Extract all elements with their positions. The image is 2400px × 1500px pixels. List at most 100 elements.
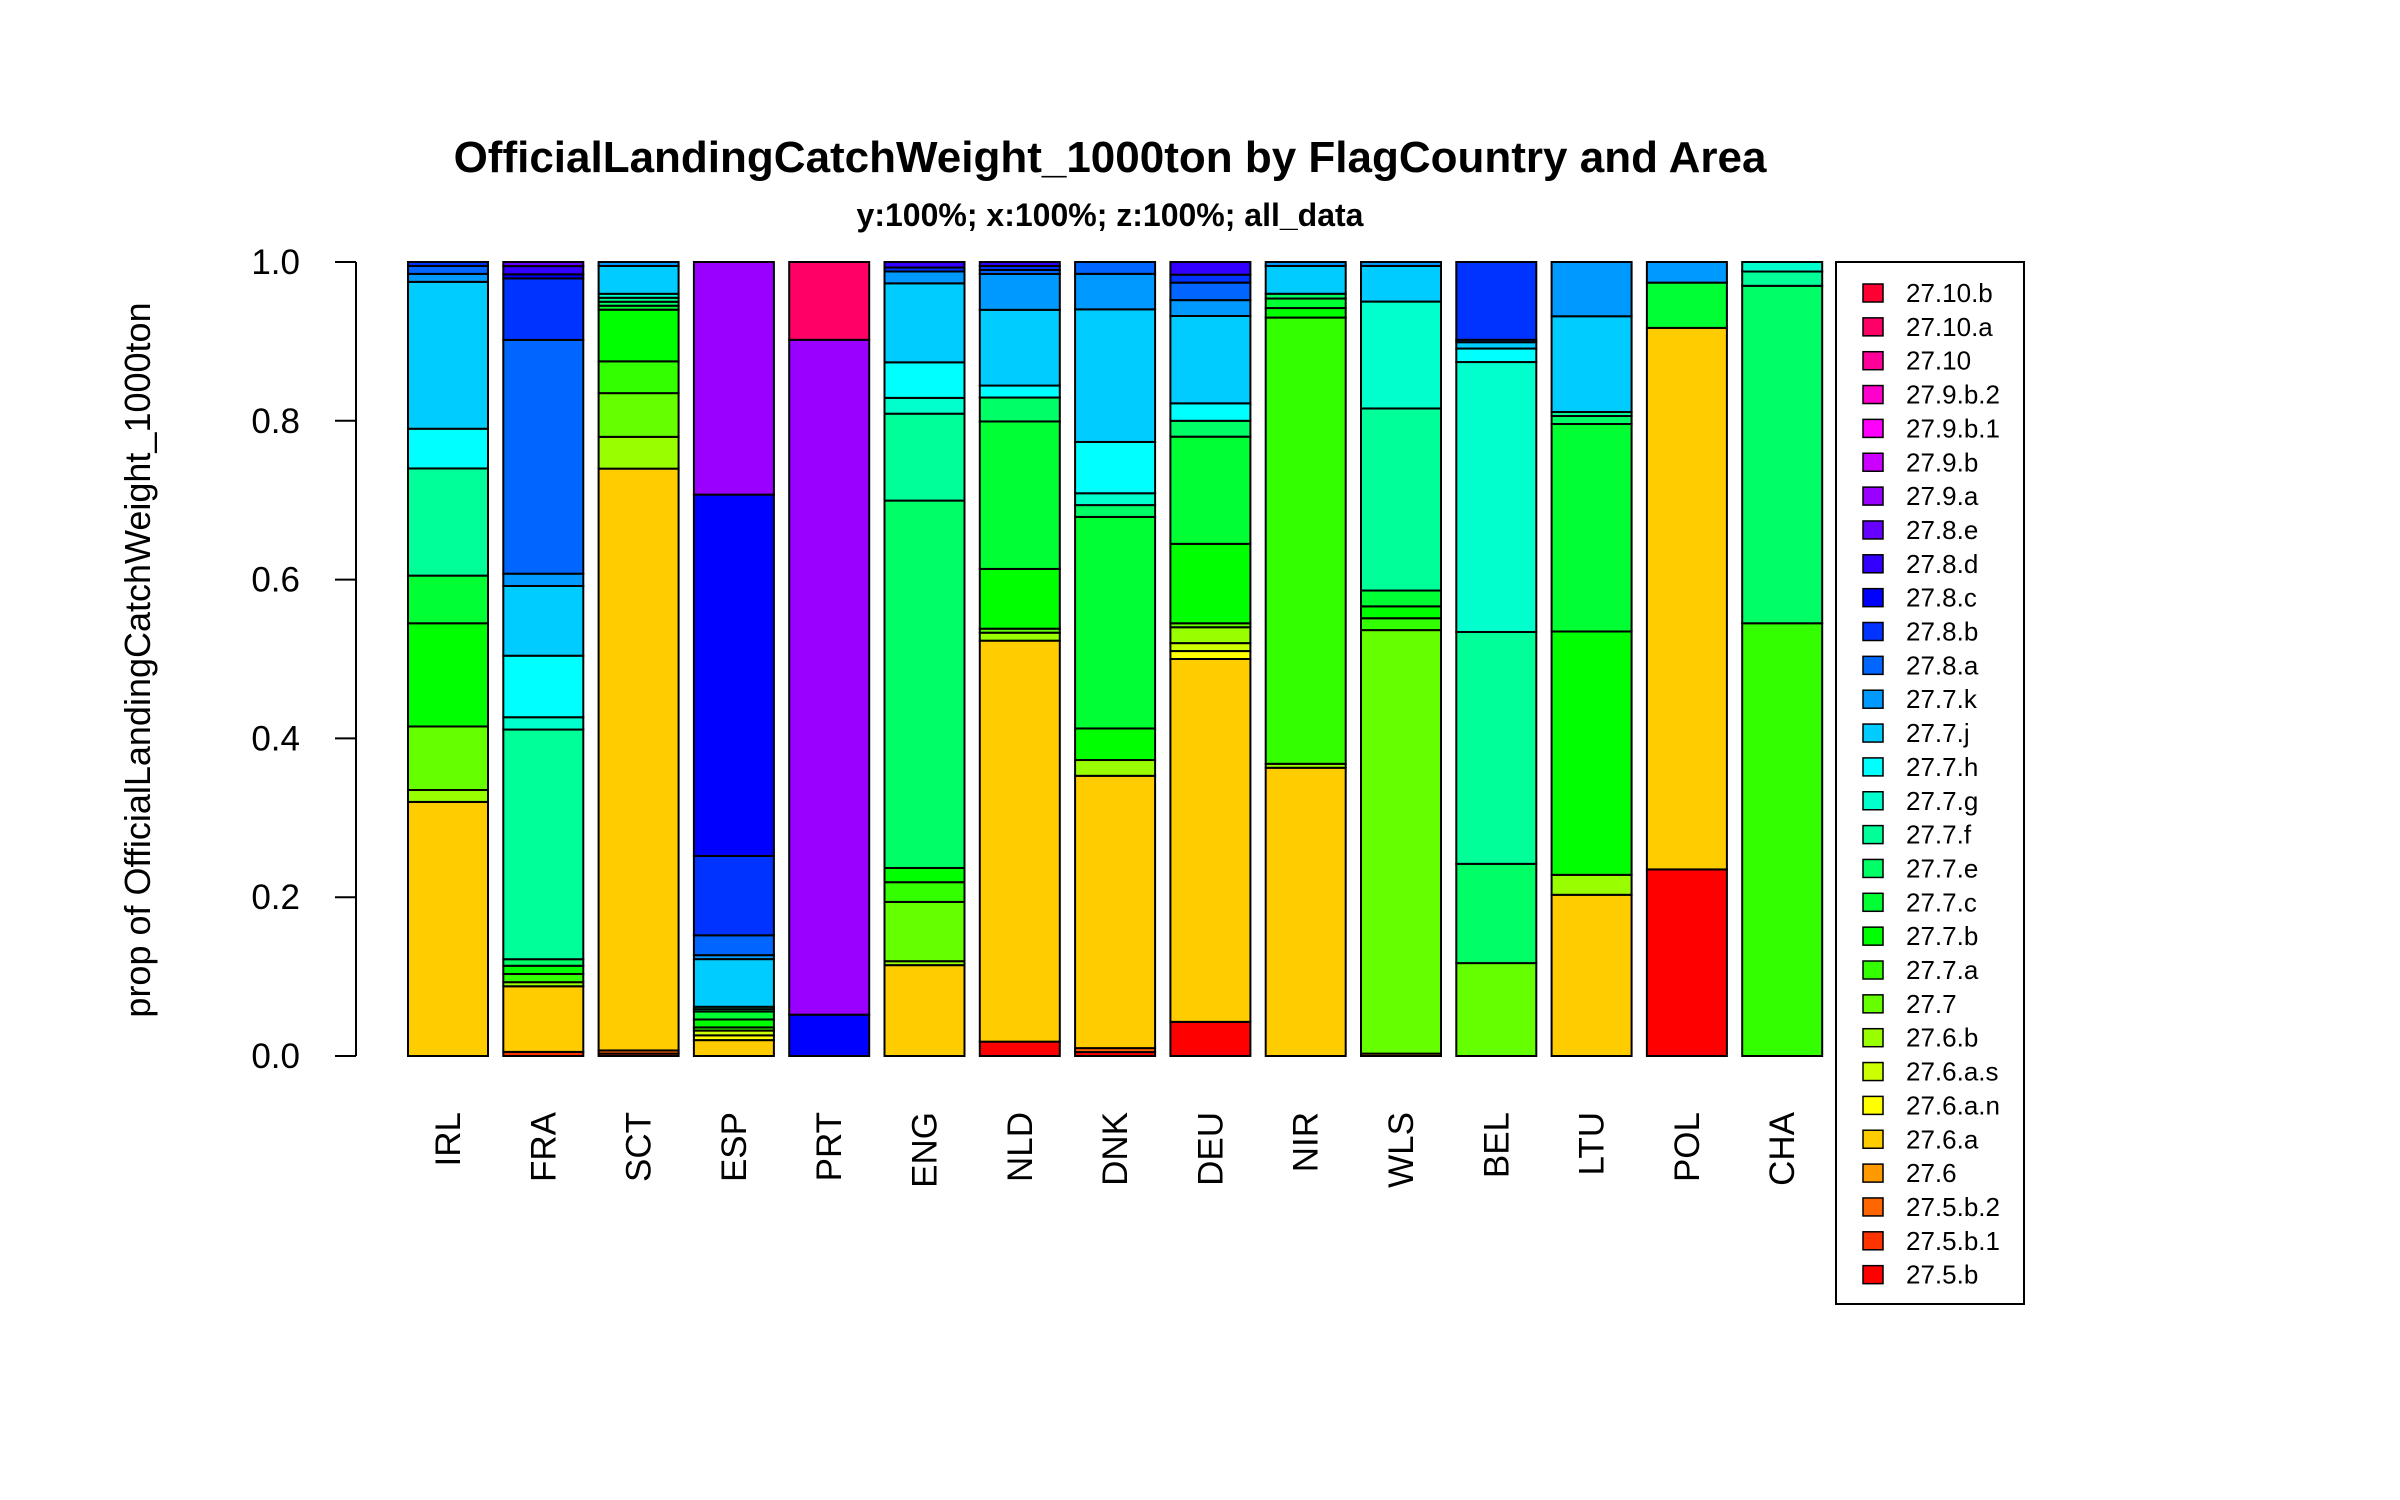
legend-item: 27.6.a.n [1862,1090,2000,1120]
bar-segment [692,1010,775,1021]
x-tick-label: DNK [1096,1112,1135,1186]
legend-item: 27.8.e [1862,515,1978,545]
bar-segment [883,282,966,364]
y-tick-label: 0.4 [251,719,300,758]
bar-segment [692,934,775,957]
bar-segment [788,1013,871,1057]
bar-segment [1455,862,1538,965]
bar-segment [1741,270,1824,287]
bar-segment [1741,261,1824,273]
legend-item: 27.7.j [1862,718,1970,748]
legend-item: 27.7 [1862,989,1957,1019]
bar-segment [1169,650,1252,660]
bar-segment [692,854,775,937]
legend-label: 27.9.b [1906,447,1978,477]
bar-segment [1169,299,1252,317]
bar-segment [1169,435,1252,545]
legend-swatch [1862,1197,1884,1217]
bar-segment [1455,347,1538,364]
bars-group [407,261,1824,1058]
legend-item: 27.7.b [1862,921,1978,951]
bar-segment [1645,261,1728,284]
bar-segment [1550,261,1633,318]
bar-ltu [1550,261,1633,1057]
legend-item: 27.5.b [1862,1260,1978,1290]
bar-prt [788,261,871,1057]
legend-swatch [1862,757,1884,777]
x-tick-label: LTU [1573,1112,1612,1176]
bar-segment [597,261,680,267]
x-tick-label: DEU [1191,1112,1230,1186]
bar-segment [883,900,966,963]
x-tick-label: BEL [1477,1112,1516,1178]
bar-segment [407,800,489,1057]
bar-segment [1169,314,1252,405]
bar-segment [883,881,966,903]
bar-segment [1074,774,1157,1050]
bar-segment [883,361,966,399]
bar-segment [1360,605,1442,620]
legend-label: 27.7.f [1906,820,1972,850]
legend-label: 27.5.b [1906,1260,1978,1290]
bar-segment [597,360,680,395]
bar-segment [1074,727,1157,762]
bar-segment [692,1039,775,1057]
legend-swatch [1862,1095,1884,1116]
bar-segment [1074,515,1157,730]
x-tick-label: NIR [1287,1112,1326,1172]
legend-swatch [1862,960,1884,980]
bar-segment [788,338,871,1016]
bar-segment [1550,415,1633,425]
bar-segment [883,270,966,285]
legend-label: 27.6.a.n [1906,1090,2000,1120]
bar-segment [597,392,680,438]
legend-swatch [1862,283,1884,303]
legend-item: 27.7.g [1862,786,1978,816]
legend-item: 27.6 [1862,1158,1957,1188]
y-axis-label: prop of OfficialLandingCatchWeight_1000t… [117,302,158,1017]
bar-segment [407,574,489,625]
bar-irl [407,261,489,1057]
x-tick-labels: IRL FRA SCT ESP PRT ENG NLD DNK DEU NIR WLS BEL LTU P… [429,1111,1802,1188]
bar-segment [1550,422,1633,633]
legend: 27.10.b 27.10.a 27.10 27.9.b.227.9.b.1 27.9.… [1835,261,2025,1305]
bar-segment [407,272,489,283]
legend-swatch [1862,689,1884,709]
legend-swatch [1862,520,1884,540]
x-tick-label: WLS [1382,1112,1421,1188]
x-tick-label: SCT [620,1112,659,1182]
legend-label: 27.7.h [1906,752,1978,782]
legend-item: 27.9.b.2 [1862,380,2000,410]
bar-segment [502,572,585,587]
bar-segment [1074,492,1157,507]
legend-label: 27.5.b.2 [1906,1192,2000,1222]
legend-label: 27.5.b.1 [1906,1226,2000,1256]
legend-label: 27.9.a [1906,481,1979,511]
bar-segment [1264,307,1347,319]
bar-segment [1169,542,1252,625]
bar-segment [692,1018,775,1029]
bar-segment [1360,589,1442,608]
bar-segment [788,261,871,341]
bar-segment [1360,300,1442,410]
bar-segment [597,264,680,295]
legend-label: 27.10 [1906,346,1971,376]
legend-swatch [1862,384,1884,405]
bar-fra [502,261,585,1058]
legend-item: 27.9.b [1862,447,1978,477]
legend-label: 27.8.d [1906,549,1978,579]
bar-segment [407,725,489,792]
legend-item: 27.6.a [1862,1124,1979,1154]
bar-segment [978,272,1061,311]
bar-segment [1074,272,1157,311]
bar-segment [502,654,585,719]
bar-segment [597,435,680,470]
bar-segment [1550,873,1633,896]
legend-swatch [1862,621,1884,642]
legend-item: 27.6.a.s [1862,1057,1999,1087]
legend-item: 27.10.b [1862,278,1993,308]
bar-segment [978,261,1061,267]
bar-segment [978,420,1061,570]
legend-swatch [1862,994,1884,1014]
